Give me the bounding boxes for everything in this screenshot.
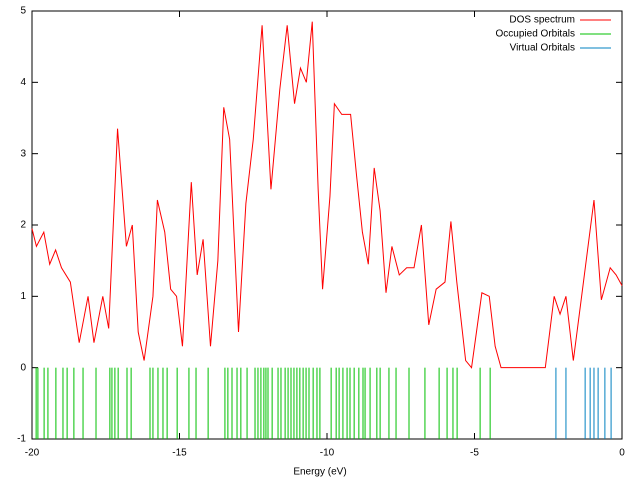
x-tick-label: -20: [25, 448, 40, 459]
legend-label: Virtual Orbitals: [510, 43, 575, 54]
dos-line: [31, 21, 623, 369]
legend-label: DOS spectrum: [509, 15, 575, 26]
y-tick-label: 0: [20, 362, 26, 373]
y-tick-label: -1: [17, 434, 26, 445]
y-tick-label: 3: [20, 148, 26, 159]
x-tick-label: 0: [619, 448, 625, 459]
plot-border: [31, 10, 623, 440]
y-tick-label: 1: [20, 291, 26, 302]
y-tick-label: 2: [20, 220, 26, 231]
y-tick-label: 5: [20, 6, 26, 17]
x-axis-label: Energy (eV): [293, 467, 346, 478]
x-tick-label: -5: [470, 448, 479, 459]
legend-label: Occupied Orbitals: [496, 29, 575, 40]
y-tick-label: 4: [20, 77, 26, 88]
x-tick-label: -10: [320, 448, 335, 459]
x-tick-label: -15: [172, 448, 187, 459]
